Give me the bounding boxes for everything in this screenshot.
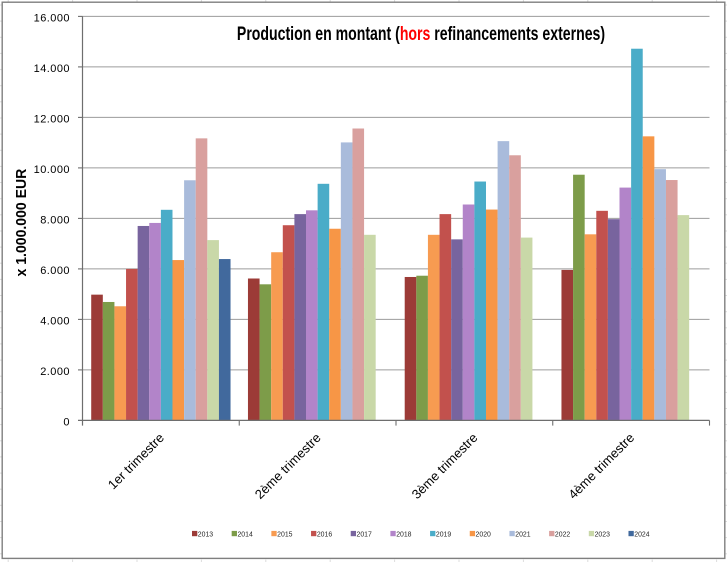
svg-text:2024: 2024 bbox=[634, 531, 649, 538]
svg-text:4.000: 4.000 bbox=[40, 315, 70, 327]
svg-text:2020: 2020 bbox=[476, 531, 491, 538]
svg-text:2015: 2015 bbox=[277, 531, 292, 538]
svg-text:2021: 2021 bbox=[515, 531, 530, 538]
svg-text:6.000: 6.000 bbox=[40, 265, 70, 277]
svg-text:8.000: 8.000 bbox=[40, 214, 70, 226]
svg-text:2.000: 2.000 bbox=[40, 366, 70, 378]
svg-text:Production en montant (hors re: Production en montant (hors refinancemen… bbox=[237, 23, 605, 45]
svg-text:2022: 2022 bbox=[555, 531, 570, 538]
svg-text:16.000: 16.000 bbox=[34, 12, 70, 24]
svg-text:2016: 2016 bbox=[317, 531, 332, 538]
svg-text:14.000: 14.000 bbox=[34, 63, 70, 75]
svg-text:0: 0 bbox=[63, 416, 70, 428]
svg-text:2017: 2017 bbox=[357, 531, 372, 538]
svg-text:2023: 2023 bbox=[595, 531, 610, 538]
svg-text:2019: 2019 bbox=[436, 531, 451, 538]
svg-text:2014: 2014 bbox=[237, 531, 252, 538]
svg-text:2013: 2013 bbox=[198, 531, 213, 538]
svg-text:x 1.000.000 EUR: x 1.000.000 EUR bbox=[14, 168, 30, 276]
svg-text:12.000: 12.000 bbox=[34, 113, 70, 125]
svg-text:10.000: 10.000 bbox=[34, 164, 70, 176]
svg-text:2018: 2018 bbox=[396, 531, 411, 538]
